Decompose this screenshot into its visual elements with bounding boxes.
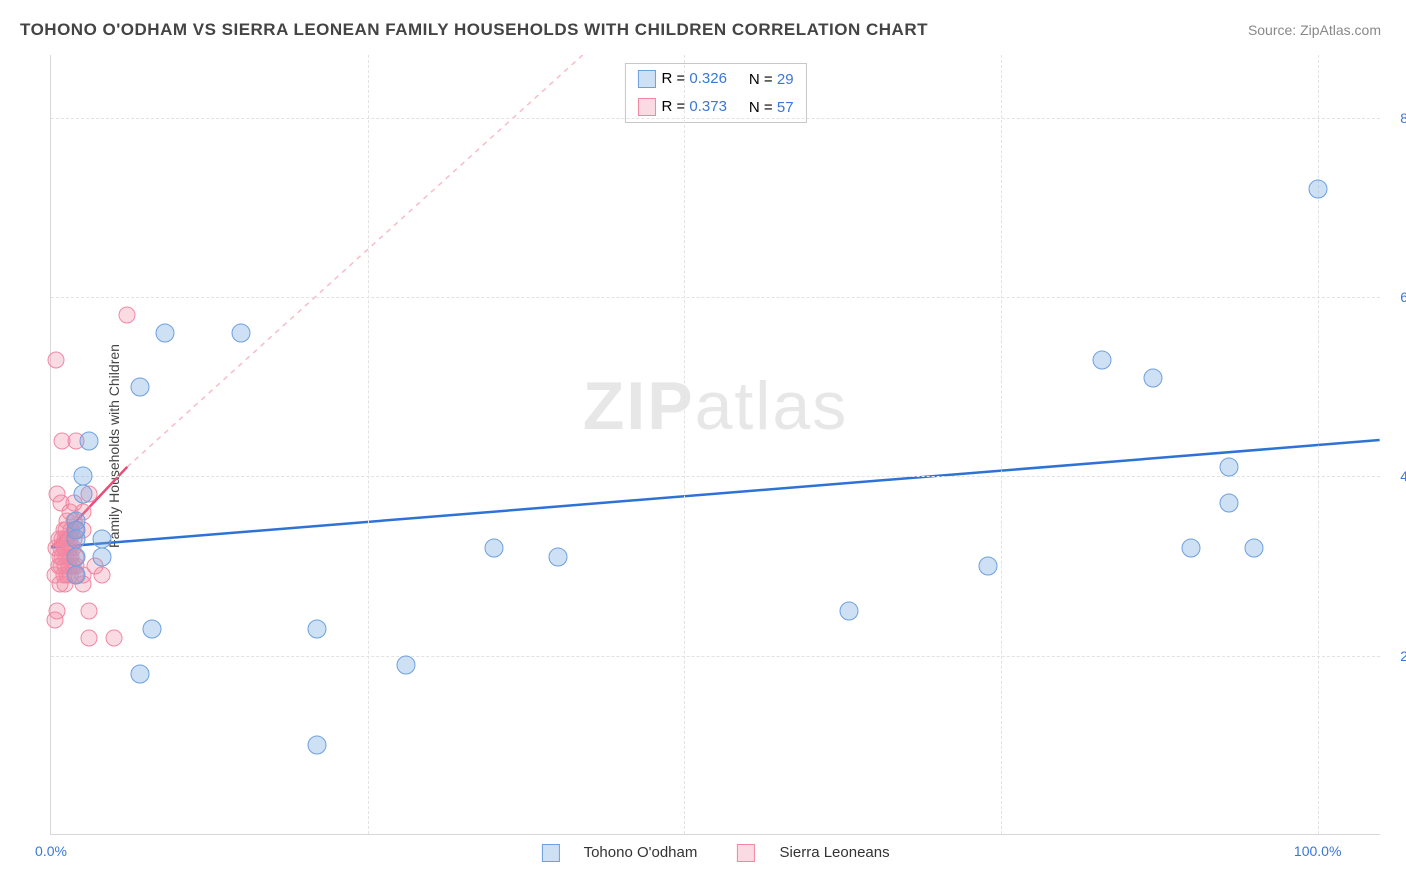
n-value: 29 [777, 71, 794, 88]
data-point [1220, 494, 1239, 513]
data-point [130, 377, 149, 396]
watermark: ZIPatlas [583, 367, 848, 445]
legend-swatch-blue [637, 70, 655, 88]
data-point [840, 601, 859, 620]
gridline-h [51, 297, 1380, 298]
gridline-v [368, 55, 369, 834]
rn-legend-box: R = 0.326 N = 29 R = 0.373 N = 57 [624, 63, 806, 123]
data-point [119, 307, 136, 324]
source-label: Source: ZipAtlas.com [1248, 22, 1381, 38]
chart-title: TOHONO O'ODHAM VS SIERRA LEONEAN FAMILY … [20, 20, 928, 40]
data-point [1220, 458, 1239, 477]
series-legend-item: Sierra Leoneans [727, 844, 899, 861]
data-point [73, 467, 92, 486]
data-point [156, 323, 175, 342]
rn-legend-row: R = 0.373 N = 57 [627, 94, 803, 120]
data-point [143, 619, 162, 638]
data-point [130, 664, 149, 683]
xtick-label: 100.0% [1294, 843, 1341, 859]
r-value: 0.373 [689, 98, 727, 115]
xtick-label: 0.0% [35, 843, 67, 859]
r-label: R = [661, 70, 685, 87]
plot-area: ZIPatlas R = 0.326N = 29R = 0.373N = 57 … [50, 55, 1380, 835]
data-point [67, 548, 86, 567]
series-legend-item: Tohono O'odham [531, 844, 707, 861]
data-point [1144, 368, 1163, 387]
data-point [49, 486, 66, 503]
data-point [46, 567, 63, 584]
gridline-v [1318, 55, 1319, 834]
data-point [48, 540, 65, 557]
data-point [106, 629, 123, 646]
data-point [48, 351, 65, 368]
data-point [1093, 350, 1112, 369]
data-point [308, 619, 327, 638]
regression-lines-svg [51, 55, 1380, 834]
data-point [67, 521, 86, 540]
data-point [81, 629, 98, 646]
gridline-h [51, 118, 1380, 119]
data-point [80, 431, 99, 450]
r-value: 0.326 [689, 70, 727, 87]
data-point [979, 557, 998, 576]
gridline-h [51, 656, 1380, 657]
ytick-label: 80.0% [1385, 110, 1406, 126]
legend-swatch-pink [637, 98, 655, 116]
gridline-v [1001, 55, 1002, 834]
legend-swatch-blue [541, 844, 559, 862]
watermark-text-b: atlas [695, 368, 849, 444]
n-label: N = [749, 71, 773, 88]
data-point [1308, 180, 1327, 199]
data-point [81, 602, 98, 619]
rn-legend-row: R = 0.326 N = 29 [627, 66, 803, 92]
data-point [67, 566, 86, 585]
n-label: N = [749, 99, 773, 116]
gridline-v [684, 55, 685, 834]
ytick-label: 40.0% [1385, 468, 1406, 484]
gridline-h [51, 476, 1380, 477]
series-legend: Tohono O'odham Sierra Leoneans [521, 844, 909, 862]
data-point [92, 530, 111, 549]
data-point [485, 539, 504, 558]
data-point [232, 323, 251, 342]
series-label: Tohono O'odham [584, 844, 698, 861]
data-point [1245, 539, 1264, 558]
watermark-text-a: ZIP [583, 368, 695, 444]
ytick-label: 20.0% [1385, 648, 1406, 664]
data-point [308, 736, 327, 755]
ytick-label: 60.0% [1385, 289, 1406, 305]
data-point [396, 655, 415, 674]
data-point [73, 485, 92, 504]
n-value: 57 [777, 99, 794, 116]
data-point [1182, 539, 1201, 558]
data-point [548, 548, 567, 567]
data-point [92, 548, 111, 567]
r-label: R = [661, 98, 685, 115]
series-label: Sierra Leoneans [780, 844, 890, 861]
data-point [54, 432, 71, 449]
legend-swatch-pink [737, 844, 755, 862]
data-point [46, 611, 63, 628]
